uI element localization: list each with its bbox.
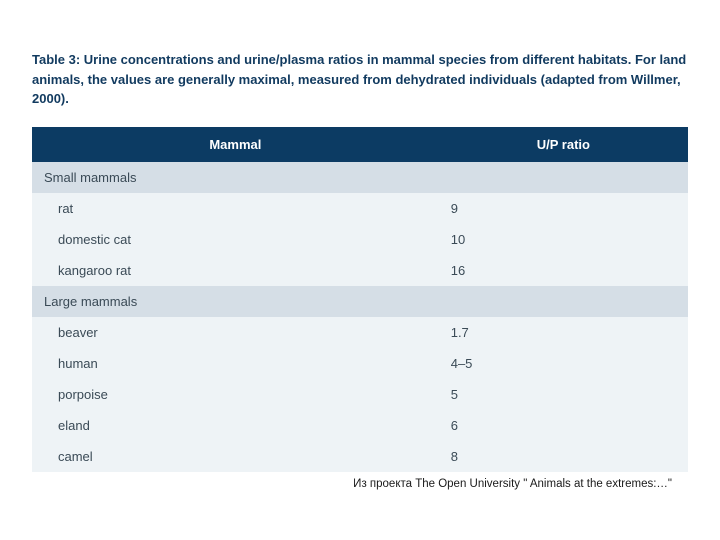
table-row: domestic cat 10 [32,224,688,255]
ratio-cell: 8 [439,441,688,472]
mammal-cell: domestic cat [32,224,439,255]
table-caption: Table 3: Urine concentrations and urine/… [32,50,688,109]
mammal-cell: human [32,348,439,379]
table-row: human 4–5 [32,348,688,379]
ratio-cell: 10 [439,224,688,255]
ratio-cell: 6 [439,410,688,441]
mammal-cell: porpoise [32,379,439,410]
col-up-ratio-header: U/P ratio [439,127,688,162]
section-row: Large mammals [32,286,688,317]
mammal-cell: rat [32,193,439,224]
col-mammal-header: Mammal [32,127,439,162]
source-credit: Из проекта The Open University " Animals… [353,478,672,490]
ratio-cell: 5 [439,379,688,410]
table-row: beaver 1.7 [32,317,688,348]
section-row: Small mammals [32,162,688,193]
section-value [439,162,688,193]
mammal-cell: kangaroo rat [32,255,439,286]
table-row: eland 6 [32,410,688,441]
mammal-cell: camel [32,441,439,472]
table-header-row: Mammal U/P ratio [32,127,688,162]
mammal-cell: beaver [32,317,439,348]
table-row: rat 9 [32,193,688,224]
ratio-cell: 1.7 [439,317,688,348]
ratio-cell: 16 [439,255,688,286]
ratio-cell: 9 [439,193,688,224]
ratio-cell: 4–5 [439,348,688,379]
up-ratio-table: Mammal U/P ratio Small mammals rat 9 dom… [32,127,688,472]
section-value [439,286,688,317]
table-row: kangaroo rat 16 [32,255,688,286]
table-row: camel 8 [32,441,688,472]
section-label: Large mammals [32,286,439,317]
table-row: porpoise 5 [32,379,688,410]
section-label: Small mammals [32,162,439,193]
mammal-cell: eland [32,410,439,441]
